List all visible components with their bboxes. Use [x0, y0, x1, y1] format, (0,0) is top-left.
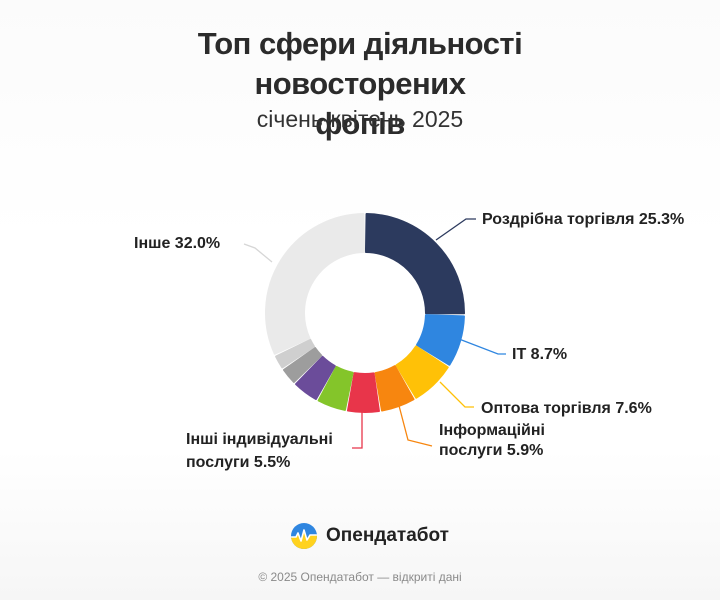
donut-slice-2 — [395, 345, 449, 399]
label-wholesale: Оптова торгівля 7.6% — [481, 400, 652, 417]
leader-line-0 — [435, 218, 476, 241]
donut-slice-1 — [416, 314, 465, 366]
label-info-services-line1: Інформаційні — [439, 422, 545, 439]
donut-slice-8 — [275, 338, 316, 369]
donut-slices — [265, 213, 466, 413]
page-title: Топ сфери діяльності новосторених фопів — [90, 24, 630, 144]
donut-slice-9 — [265, 213, 366, 355]
donut-slice-4 — [346, 372, 380, 413]
leader-line-1 — [458, 338, 506, 355]
leader-line-3 — [396, 397, 433, 447]
leader-line-2 — [439, 381, 474, 408]
leader-line-9 — [243, 243, 273, 263]
brand: Опендатабот — [290, 520, 449, 552]
title-line-2: фопів — [315, 106, 405, 141]
label-leader-lines — [243, 218, 506, 449]
label-other-services-line2: послуги 5.5% — [186, 454, 290, 471]
label-info-services-line2: послуги 5.9% — [439, 442, 543, 459]
donut-slice-3 — [374, 365, 415, 412]
donut-slice-6 — [295, 355, 336, 400]
donut-slice-0 — [364, 213, 466, 315]
label-retail: Роздрібна торгівля 25.3% — [482, 211, 684, 228]
brand-name: Опендатабот — [326, 525, 449, 546]
title-line-1: Топ сфери діяльності новосторених — [197, 26, 523, 101]
page-subtitle: січень-квітень 2025 — [256, 106, 464, 132]
label-it: IT 8.7% — [512, 346, 567, 363]
leader-line-4 — [352, 412, 363, 449]
donut-slice-5 — [317, 365, 354, 411]
footer-copyright: © 2025 Опендатабот — відкриті дані — [258, 570, 462, 584]
label-other: Інше 32.0% — [134, 235, 220, 252]
opendatabot-logo-icon — [291, 523, 317, 549]
label-other-services-line1: Інші індивідуальні — [186, 431, 333, 448]
donut-slice-7 — [283, 347, 323, 383]
